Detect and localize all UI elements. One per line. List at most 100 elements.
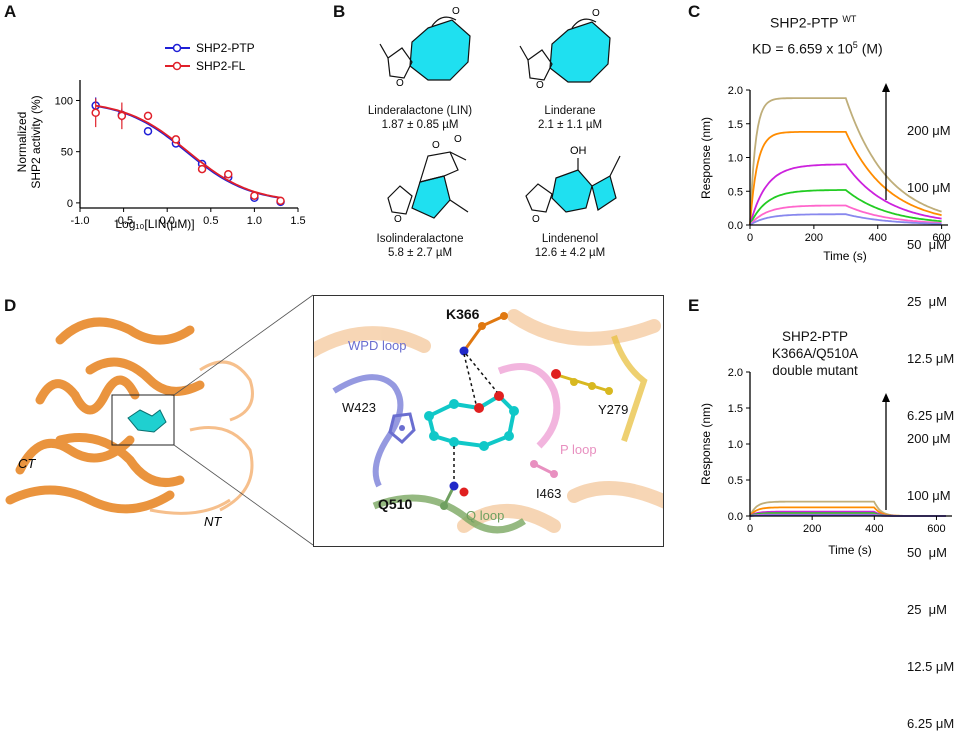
svg-text:O: O <box>452 6 460 17</box>
panel-e-chart: 0 200 400 600 0.0 0.5 1.0 1.5 2.0 Time (s) Respo… <box>699 367 952 557</box>
panel-a-letter: A <box>4 2 17 21</box>
sensorgram-200-m <box>749 97 942 226</box>
svg-text:O: O <box>592 8 600 19</box>
a-xtick-label: 0.0 <box>160 215 175 227</box>
ytick-label: 0.5 <box>728 186 743 198</box>
d-residue-q510 <box>440 481 469 510</box>
a-point-shp2-fl <box>171 135 181 144</box>
structure-linderane: O O <box>519 8 611 91</box>
compound-value-isolinderalactone: 5.8 ± 2.7 µM <box>387 247 453 259</box>
a-point-shp2-fl <box>117 111 127 121</box>
d-zoom-box <box>111 394 175 446</box>
d-residue-i463 <box>530 460 558 478</box>
d-protein-overview: CT NT <box>5 294 314 546</box>
d-ct-label: CT <box>18 456 36 471</box>
d-label-i463: I463 <box>536 486 562 501</box>
d-ligand-small <box>127 409 167 433</box>
xtick-label: 400 <box>865 523 883 535</box>
d-ligand-zoom <box>424 391 519 451</box>
e-conc-3: 50 μM <box>907 545 948 560</box>
panel-d-letter: D <box>4 296 17 315</box>
xtick-label: 600 <box>927 523 945 535</box>
svg-text:O: O <box>432 140 440 151</box>
c-title-sup: WT <box>842 14 857 24</box>
ytick-label: 0.5 <box>728 475 743 487</box>
xtick-label: 0 <box>747 523 753 535</box>
d-hbonds <box>453 353 498 482</box>
c-kd-exp: 5 <box>852 40 858 50</box>
a-ytick-label: 100 <box>55 95 73 107</box>
e-arrow <box>882 393 890 510</box>
svg-text:O: O <box>396 78 404 89</box>
d-label-q510: Q510 <box>378 496 413 512</box>
e-ylabel: Response (nm) <box>699 403 713 485</box>
svg-text:OH: OH <box>570 145 587 157</box>
compound-name-linderalactone: Linderalactone (LIN) <box>367 105 473 117</box>
c-xlabel: Time (s) <box>823 249 867 263</box>
a-xtick-label: 1.5 <box>290 215 305 227</box>
a-point-shp2-fl <box>276 196 285 206</box>
c-conc-4: 25 μM <box>907 294 948 309</box>
svg-text:O: O <box>536 80 544 91</box>
a-xtick-label: -1.0 <box>71 215 90 227</box>
d-zoom-panel: K366 WPD loop W423 Y279 P loop I463 Q510… <box>313 295 664 547</box>
c-conc-1: 200 μM <box>907 123 951 138</box>
a-ylabel-1: Normalized <box>15 112 29 173</box>
c-concentration-list: 200 μM 100 μM 50 μM 25 μM 12.5 μM 6.25 μ… <box>907 83 954 444</box>
panel-e-letter: E <box>688 296 700 315</box>
d-residue-w423 <box>388 412 416 445</box>
d-zoom-line-top <box>173 294 314 396</box>
svg-text:O: O <box>454 134 462 145</box>
ytick-label: 2.0 <box>728 85 743 97</box>
d-label-wpd: WPD loop <box>348 338 407 353</box>
d-residue-k366 <box>459 312 508 356</box>
structure-isolinderalactone: O O O <box>387 134 469 225</box>
c-conc-5: 12.5 μM <box>907 351 955 366</box>
ytick-label: 0.0 <box>728 220 743 232</box>
e-conc-5: 12.5 μM <box>907 659 955 674</box>
c-kd-text: KD = 6.659 x 10 <box>752 40 853 57</box>
xtick-label: 600 <box>932 232 950 244</box>
d-nt-label: NT <box>204 514 222 529</box>
a-legend: SHP2-PTP SHP2-FL <box>165 41 255 73</box>
legend-label-ptp: SHP2-PTP <box>196 41 255 55</box>
panel-c-chart: 0 200 400 600 0.0 0.5 1.0 1.5 2.0 Time (s) Respo… <box>699 85 951 263</box>
ytick-label: 1.0 <box>728 153 743 165</box>
panel-b-letter: B <box>333 2 346 21</box>
a-ytick-label: 50 <box>61 147 73 159</box>
e-title: SHP2-PTP K366A/Q510A double mutant <box>760 328 870 379</box>
d-label-k366: K366 <box>446 306 480 322</box>
d-label-qloop: Q loop <box>466 508 505 523</box>
legend-label-fl: SHP2-FL <box>196 59 246 73</box>
xtick-label: 400 <box>869 232 887 244</box>
e-conc-6: 6.25 μM <box>907 716 955 731</box>
e-title-2: K366A/Q510A <box>771 346 859 361</box>
a-xlabel: Log₁₀[LIN(μM)] <box>115 217 194 231</box>
legend-marker-fl <box>172 61 182 71</box>
e-title-1: SHP2-PTP <box>781 329 849 344</box>
panel-c-letter: C <box>688 2 701 21</box>
sensorgram-50-m <box>749 163 942 226</box>
c-conc-6: 6.25 μM <box>907 408 955 423</box>
c-conc-2: 100 μM <box>907 180 951 195</box>
a-point-shp2-fl <box>91 108 100 118</box>
a-point-shp2-ptp <box>143 126 153 136</box>
c-title-text: SHP2-PTP <box>770 14 839 31</box>
c-arrow <box>882 83 890 200</box>
a-ytick-label: 0 <box>67 198 73 210</box>
d-q-loop <box>372 494 526 534</box>
c-kd-unit: (M) <box>861 40 883 57</box>
c-title: SHP2-PTP WT <box>770 14 856 31</box>
compound-name-isolinderalactone: Isolinderalactone <box>376 233 464 245</box>
sensorgram-25-m <box>749 189 942 226</box>
xtick-label: 200 <box>805 232 823 244</box>
a-point-shp2-fl <box>143 111 153 121</box>
ytick-label: 2.0 <box>728 367 743 379</box>
compound-name-linderane: Linderane <box>544 105 596 117</box>
e-xlabel: Time (s) <box>828 543 872 557</box>
e-concentration-list: 200 μM 100 μM 50 μM 25 μM 12.5 μM 6.25 μ… <box>907 391 954 752</box>
a-xtick-label: -0.5 <box>114 215 133 227</box>
a-point-shp2-fl <box>250 191 259 200</box>
a-xtick-label: 1.0 <box>247 215 262 227</box>
a-ylabel-2: SHP2 activity (%) <box>29 95 43 188</box>
